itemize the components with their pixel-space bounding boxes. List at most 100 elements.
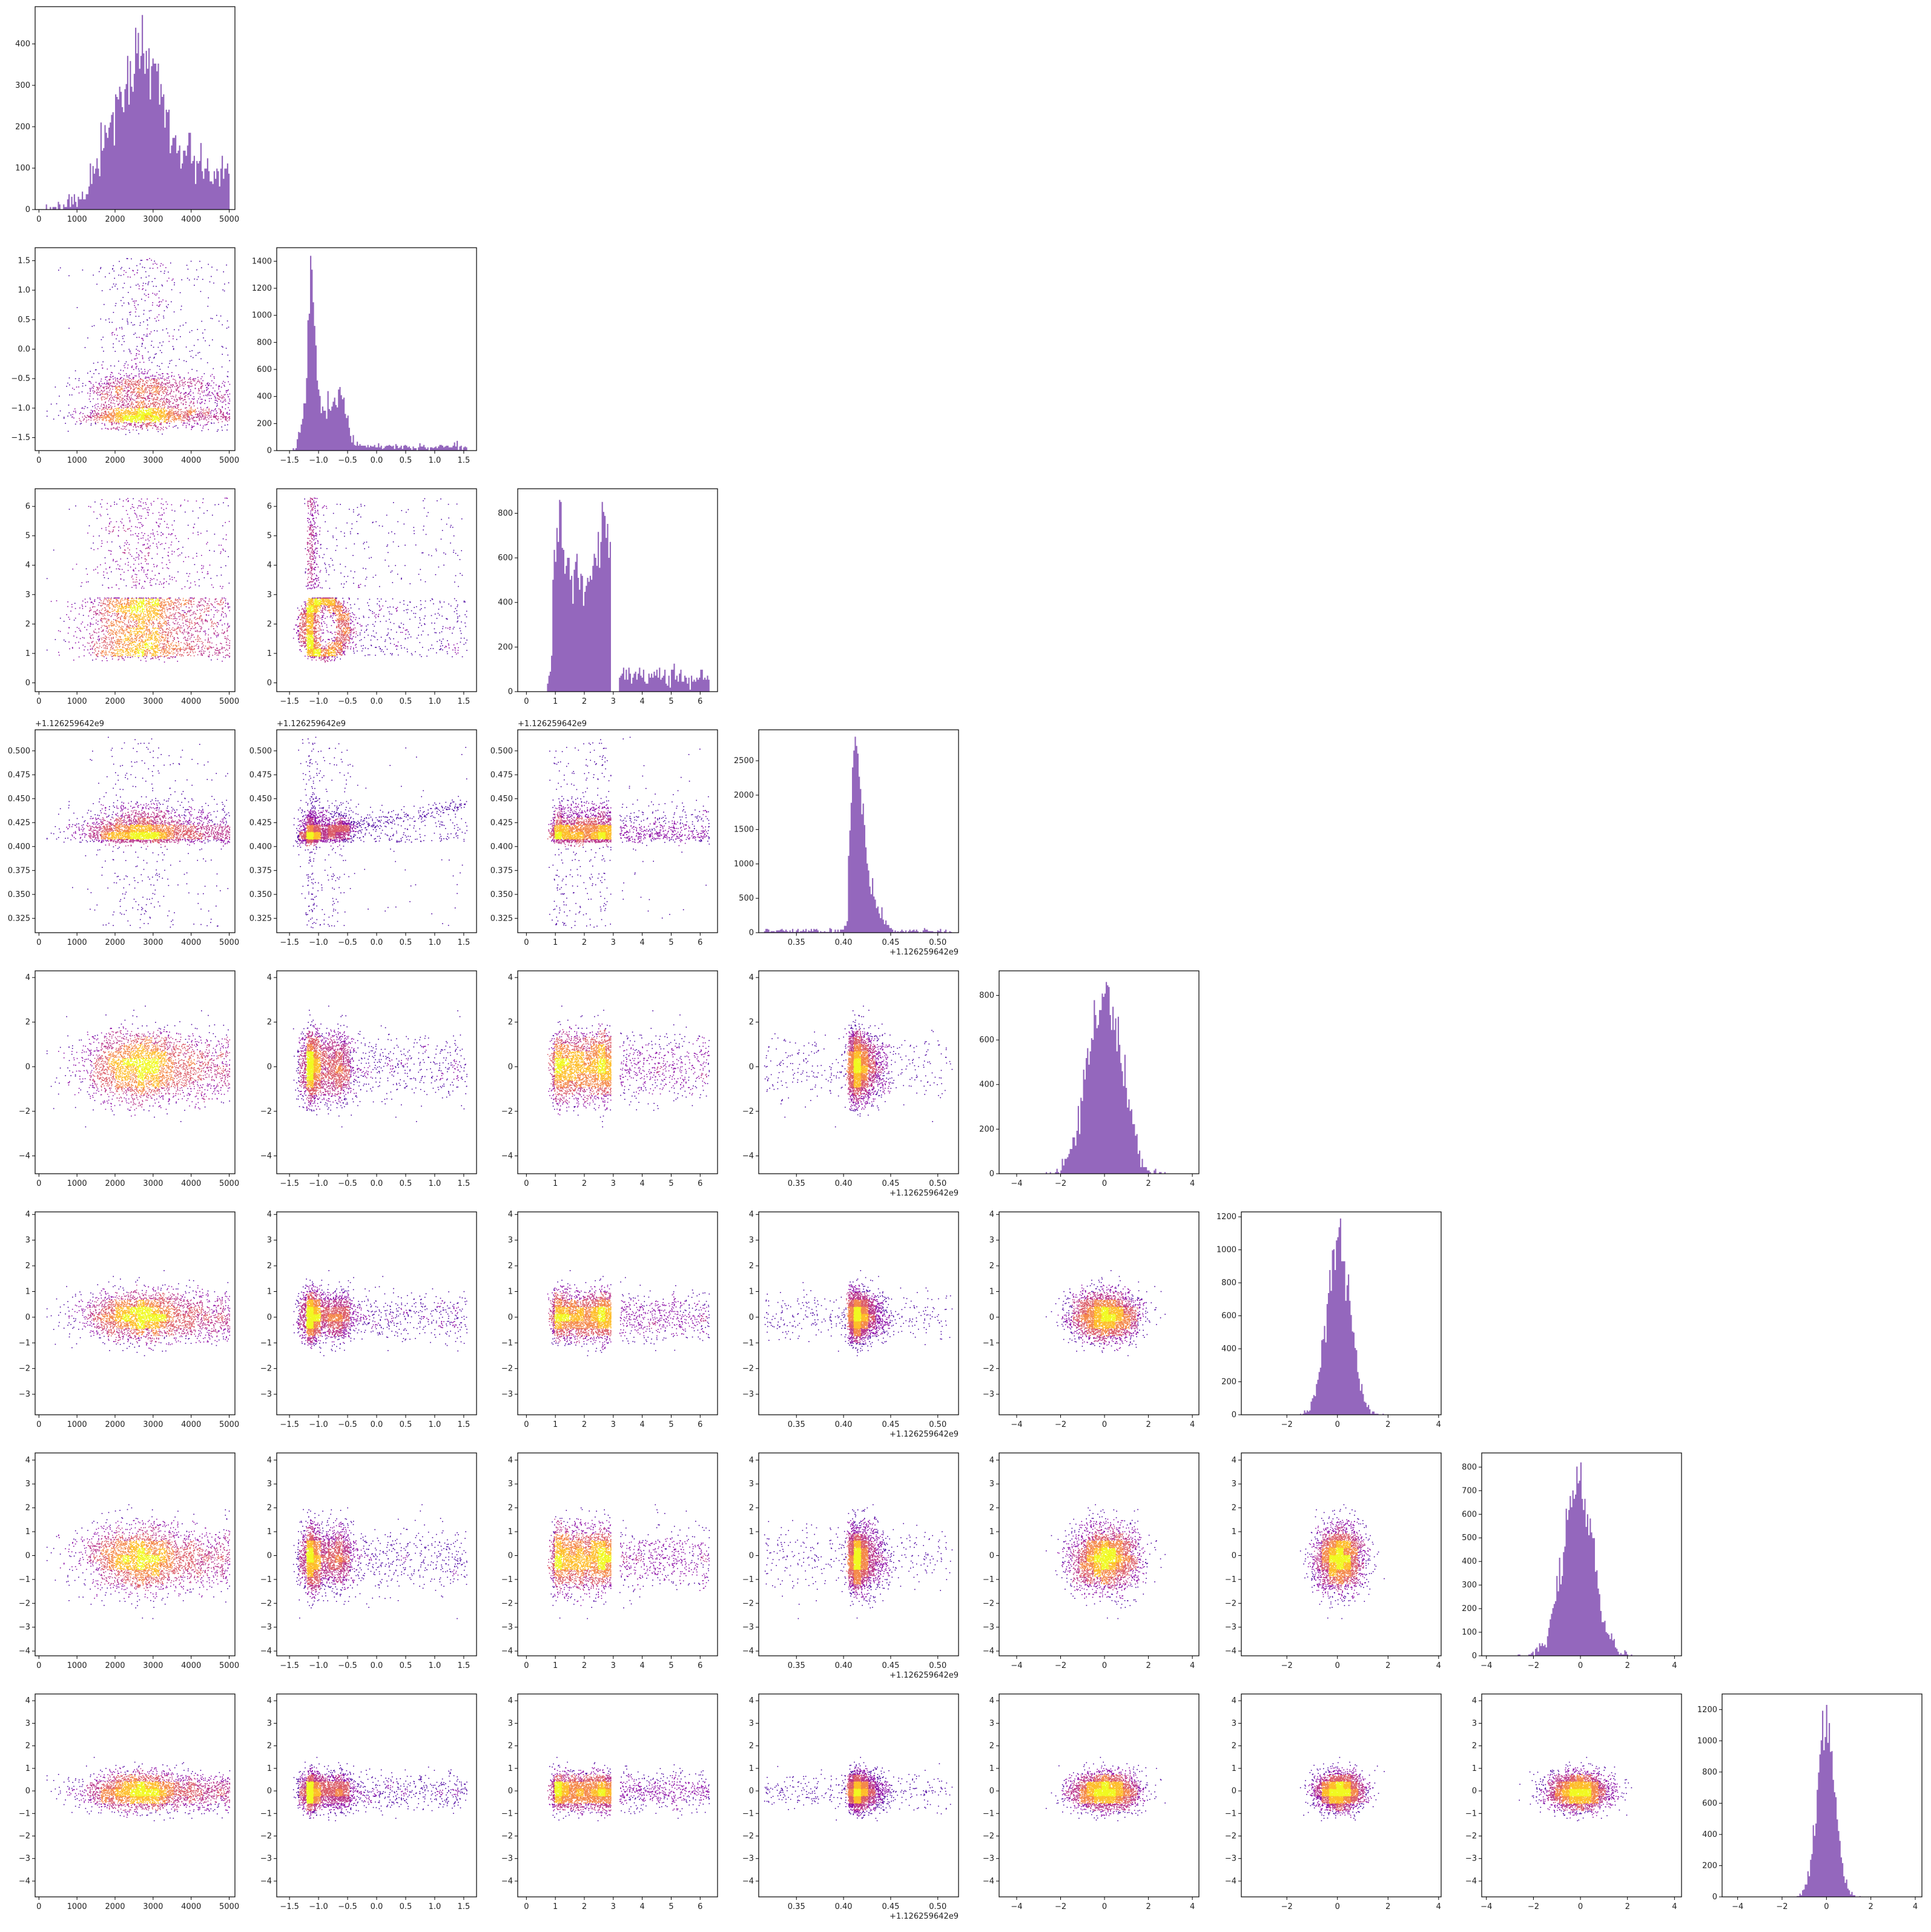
scatter-point [144, 310, 145, 311]
scatter-point [190, 332, 191, 333]
scatter-point [180, 418, 182, 420]
scatter-point [159, 388, 160, 389]
scatter-point [193, 402, 194, 403]
scatter-point [222, 354, 223, 355]
scatter-point [135, 307, 136, 308]
scatter-point [133, 378, 134, 379]
scatter-point [129, 397, 130, 399]
scatter-point [222, 346, 223, 347]
scatter-point [153, 406, 154, 408]
scatter-point [165, 395, 167, 397]
scatter-point [204, 390, 205, 391]
scatter-point [228, 326, 229, 328]
scatter-point [181, 279, 182, 280]
scatter-point [188, 385, 189, 386]
scatter-point [196, 411, 197, 412]
scatter-point [202, 332, 203, 334]
scatter-point [185, 412, 186, 413]
scatter-point [208, 412, 209, 414]
scatter-point [173, 349, 174, 350]
scatter-point [179, 377, 180, 378]
scatter-point [177, 428, 179, 429]
scatter-point [177, 388, 178, 389]
scatter-point [173, 385, 174, 386]
scatter-point [207, 394, 208, 395]
scatter-point [142, 404, 144, 405]
scatter-point [208, 418, 210, 420]
scatter-point [229, 418, 231, 419]
scatter-point [159, 379, 160, 380]
scatter-point [94, 417, 96, 418]
scatter-point [150, 420, 151, 421]
scatter-point [102, 412, 103, 414]
scatter-point [168, 386, 169, 387]
scatter-point [145, 404, 146, 405]
scatter-point [192, 418, 193, 420]
scatter-point [121, 377, 122, 379]
scatter-point [222, 366, 223, 368]
scatter-point [109, 420, 110, 422]
scatter-point [145, 403, 146, 404]
scatter-point [188, 420, 189, 422]
scatter-point [119, 387, 120, 388]
scatter-point [134, 300, 136, 302]
scatter-point [127, 391, 128, 392]
scatter-point [141, 369, 142, 370]
scatter-point [100, 394, 101, 395]
scatter-point [202, 383, 203, 385]
scatter-point [119, 261, 120, 262]
scatter-point [177, 415, 178, 416]
scatter-point [197, 414, 199, 415]
scatter-point [143, 424, 144, 425]
scatter-point [114, 286, 116, 287]
scatter-point [111, 412, 113, 414]
scatter-point [151, 399, 153, 400]
scatter-point [131, 373, 133, 374]
scatter-point [64, 417, 65, 418]
scatter-point [68, 276, 70, 277]
scatter-point [109, 422, 110, 423]
scatter-point [218, 395, 219, 397]
scatter-point [139, 388, 140, 389]
scatter-point [100, 415, 101, 416]
scatter-point [87, 420, 88, 421]
scatter-point [144, 423, 145, 425]
scatter-point [94, 419, 96, 420]
scatter-point [101, 319, 102, 320]
scatter-point [121, 327, 122, 328]
scatter-point [186, 346, 187, 348]
scatter-point [156, 264, 157, 265]
scatter-point [170, 412, 171, 414]
scatter-point [152, 389, 153, 391]
scatter-point [154, 402, 155, 403]
scatter-point [169, 402, 170, 403]
scatter-point [151, 331, 152, 332]
scatter-point [159, 374, 160, 375]
scatter-point [86, 422, 87, 423]
scatter-point [162, 375, 163, 377]
scatter-point [209, 383, 210, 385]
scatter-point [180, 392, 182, 394]
scatter-point [222, 402, 223, 403]
scatter-point [216, 406, 217, 407]
scatter-point [108, 382, 110, 383]
scatter-point [193, 409, 194, 411]
scatter-point [144, 422, 145, 423]
scatter-point [182, 380, 183, 381]
scatter-point [171, 398, 173, 399]
scatter-point [96, 409, 97, 410]
scatter-point [151, 425, 153, 426]
scatter-point [160, 384, 161, 385]
scatter-point [95, 422, 96, 423]
scatter-point [149, 379, 150, 380]
scatter-point [190, 403, 191, 404]
scatter-point [127, 402, 128, 403]
scatter-point [216, 315, 217, 316]
scatter-point [162, 387, 163, 388]
scatter-point [172, 395, 173, 397]
scatter-point [122, 401, 124, 402]
scatter-point [115, 408, 116, 409]
scatter-point [126, 417, 127, 418]
scatter-point [147, 396, 148, 397]
scatter-point [203, 426, 204, 427]
